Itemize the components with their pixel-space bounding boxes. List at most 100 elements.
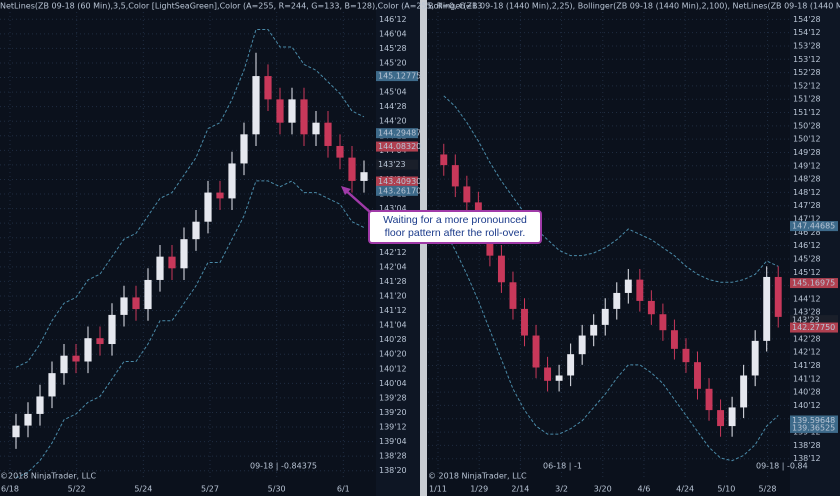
candle-body xyxy=(728,407,736,427)
candle-body xyxy=(336,145,344,158)
candle-body xyxy=(555,375,563,381)
price-axis xyxy=(790,0,840,496)
candle-body xyxy=(204,192,212,222)
candle-body xyxy=(192,221,200,240)
y-tick-label: 139'04 xyxy=(379,437,407,446)
y-tick-label: 140'20 xyxy=(379,350,407,359)
y-tick-label: 141'04 xyxy=(379,321,407,330)
candle-body xyxy=(12,425,20,438)
price-tag xyxy=(790,422,838,433)
candle-body xyxy=(348,157,356,181)
candle-body xyxy=(360,172,368,181)
candle-body xyxy=(659,314,667,331)
y-tick-label: 144'28 xyxy=(379,102,407,111)
candle-body xyxy=(72,355,80,362)
y-tick-label: 151'12 xyxy=(793,108,821,117)
candle-body xyxy=(521,308,528,336)
candle-body xyxy=(440,154,448,166)
annotation: Waiting for a more pronounced floor patt… xyxy=(368,210,542,244)
bollinger-band xyxy=(443,228,779,462)
x-tick-label: 3/20 xyxy=(594,485,612,494)
copyright: ©2018 NinjaTrader, LLC xyxy=(0,472,96,481)
candle-body xyxy=(613,292,621,309)
y-tick-label: 142'12 xyxy=(793,348,821,357)
candle-body xyxy=(240,134,248,164)
candle-body xyxy=(636,279,644,301)
candle-body xyxy=(544,367,552,381)
price-tag xyxy=(376,185,418,196)
y-tick-label: 147'28 xyxy=(793,201,821,210)
y-tick-label: 145'28 xyxy=(379,44,407,53)
y-tick-label: 154'28 xyxy=(793,15,821,24)
candle-body xyxy=(276,99,284,123)
candle-body xyxy=(24,413,32,426)
candle-body xyxy=(763,276,771,341)
y-tick-label: 150'12 xyxy=(793,135,821,144)
y-tick-label: 141'12 xyxy=(793,374,821,383)
price-tag-label: 144.08320 xyxy=(378,142,421,151)
x-tick-label: 5/24 xyxy=(134,485,152,494)
candle-body xyxy=(300,99,308,135)
price-tag xyxy=(790,315,838,326)
candle-body xyxy=(705,388,713,411)
price-tag-label: 139.59648 xyxy=(792,416,835,425)
y-tick-label: 142'28 xyxy=(793,334,821,343)
price-tag xyxy=(376,128,418,139)
y-tick-label: 153'12 xyxy=(793,55,821,64)
y-tick-label: 149'12 xyxy=(793,161,821,170)
y-tick-label: 140'28 xyxy=(793,388,821,397)
y-tick-label: 145'20 xyxy=(379,58,407,67)
y-tick-label: 138'12 xyxy=(793,454,821,463)
candle-body xyxy=(36,396,44,414)
price-tag-label: 143.40930 xyxy=(378,177,421,186)
candle-body xyxy=(312,122,320,135)
price-tag xyxy=(376,71,418,82)
x-tick-label: 4/6 xyxy=(638,485,651,494)
candle-body xyxy=(216,192,224,199)
price-tag-label: 145.12775 xyxy=(378,72,421,81)
y-tick-label: 138'20 xyxy=(379,466,407,475)
candle-body xyxy=(108,314,116,345)
bollinger-band xyxy=(15,180,365,479)
x-tick-label: 5/30 xyxy=(268,485,286,494)
y-tick-label: 142'04 xyxy=(379,262,407,271)
candle-body xyxy=(601,308,609,325)
price-tag-label: 143'23 xyxy=(378,160,406,169)
candle-body xyxy=(751,340,759,376)
y-tick-label: 145'12 xyxy=(793,268,821,277)
indicator-header: Bollinger(ZB 09-18 (1440 Min),2,25), Bol… xyxy=(428,2,840,11)
y-tick-label: 141'28 xyxy=(793,361,821,370)
candle-body xyxy=(532,335,540,368)
y-tick-label: 139'28 xyxy=(379,393,407,402)
y-tick-label: 141'12 xyxy=(379,306,407,315)
candle-body xyxy=(324,122,332,146)
y-tick-label: 153'28 xyxy=(793,41,821,50)
y-tick-label: 150'28 xyxy=(793,121,821,130)
candle-body xyxy=(670,330,678,349)
y-tick-label: 140'12 xyxy=(793,401,821,410)
y-tick-label: 146'28 xyxy=(793,228,821,237)
candle-body xyxy=(647,300,655,315)
candle-body xyxy=(682,348,690,363)
price-tag-label: 143'23 xyxy=(792,316,820,325)
x-tick-label: 5/10 xyxy=(717,485,735,494)
candle-body xyxy=(48,373,56,397)
y-tick-label: 152'12 xyxy=(793,81,821,90)
candle-body xyxy=(132,297,140,310)
y-tick-label: 152'28 xyxy=(793,68,821,77)
candle-body xyxy=(84,338,92,362)
y-tick-label: 154'12 xyxy=(793,28,821,37)
y-tick-label: 139'12 xyxy=(379,423,407,432)
annotation-arrowhead xyxy=(341,186,351,195)
candle-body xyxy=(740,375,748,408)
y-tick-label: 148'28 xyxy=(793,175,821,184)
y-tick-label: 149'28 xyxy=(793,148,821,157)
x-tick-label: 2/14 xyxy=(511,485,529,494)
contract-label: 06-18 | -1 xyxy=(543,462,582,471)
bollinger-band xyxy=(443,95,779,283)
y-tick-label: 144'12 xyxy=(793,294,821,303)
candle-body xyxy=(60,355,68,374)
y-tick-label: 141'20 xyxy=(379,291,407,300)
candle-body xyxy=(144,279,152,310)
